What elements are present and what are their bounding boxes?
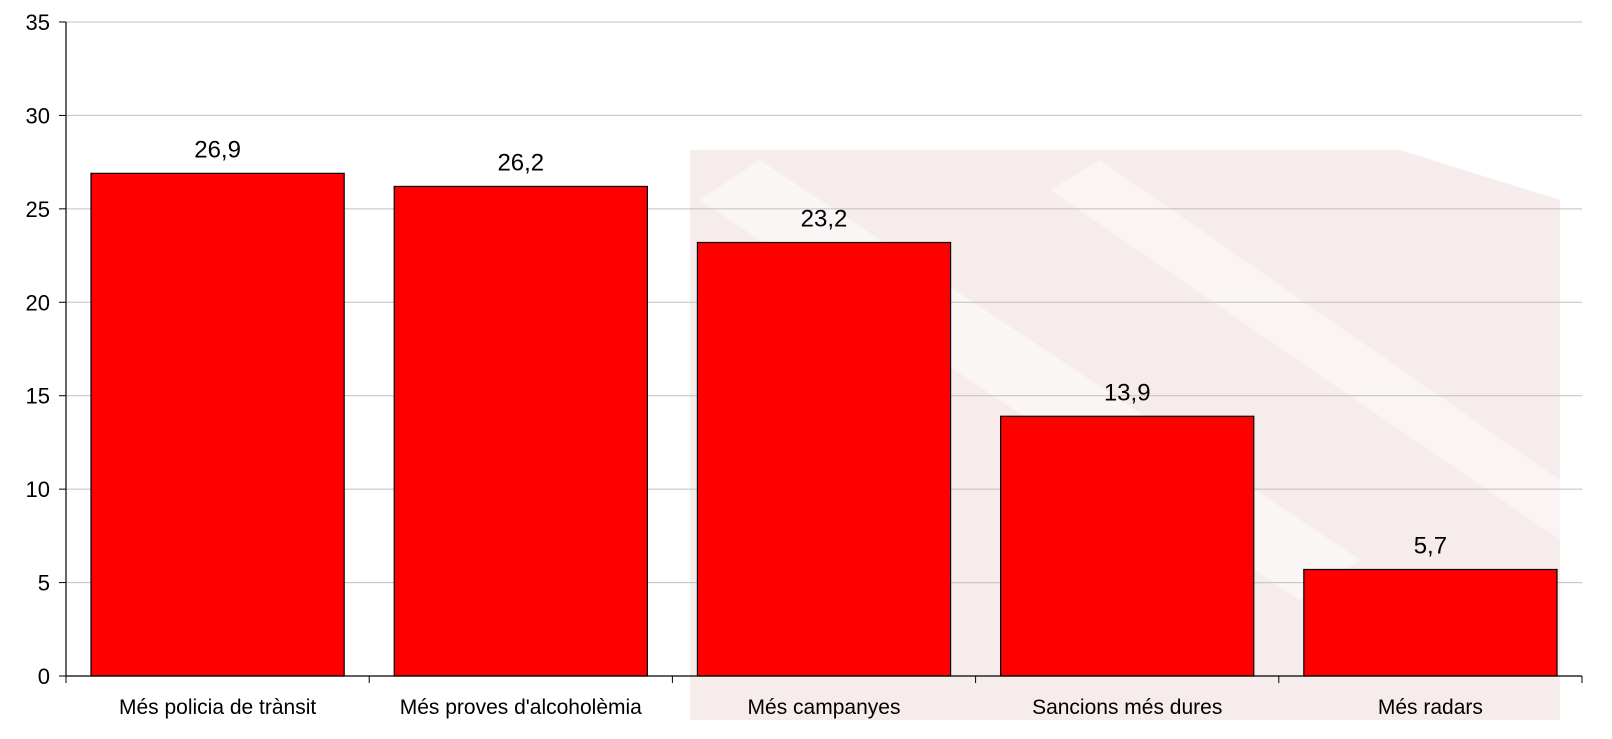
- y-tick-label: 20: [26, 290, 50, 315]
- y-tick-label: 5: [38, 571, 50, 596]
- y-tick-label: 25: [26, 197, 50, 222]
- bar: [1000, 415, 1255, 677]
- bar-value-label: 13,9: [1104, 379, 1151, 406]
- y-tick-label: 30: [26, 103, 50, 128]
- labels: 0 5 10 15 20 25 30 35 26,9 Més policia de trànsit…: [26, 10, 1483, 719]
- y-tick-label: 15: [26, 384, 50, 409]
- x-category-label: Més policia de trànsit: [119, 696, 316, 719]
- bar-value-label: 26,9: [194, 136, 241, 163]
- x-category-label: Més radars: [1378, 696, 1483, 719]
- y-tick-label: 0: [38, 664, 50, 689]
- bar-value-label: 23,2: [801, 205, 848, 232]
- bar: [1303, 568, 1558, 677]
- x-category-label: Sancions més dures: [1032, 696, 1222, 719]
- x-category-label: Més campanyes: [748, 696, 901, 719]
- bar: [393, 185, 648, 677]
- bar-value-label: 5,7: [1414, 532, 1447, 559]
- bar: [696, 241, 952, 677]
- bars: [90, 172, 1558, 677]
- y-tick-label: 10: [26, 477, 50, 502]
- watermark-stripe: [1050, 160, 1560, 540]
- y-tick-label: 35: [26, 10, 50, 35]
- bar-value-label: 26,2: [497, 149, 544, 176]
- x-category-label: Més proves d'alcoholèmia: [400, 696, 642, 719]
- axes: [59, 21, 1583, 683]
- bar: [90, 172, 345, 677]
